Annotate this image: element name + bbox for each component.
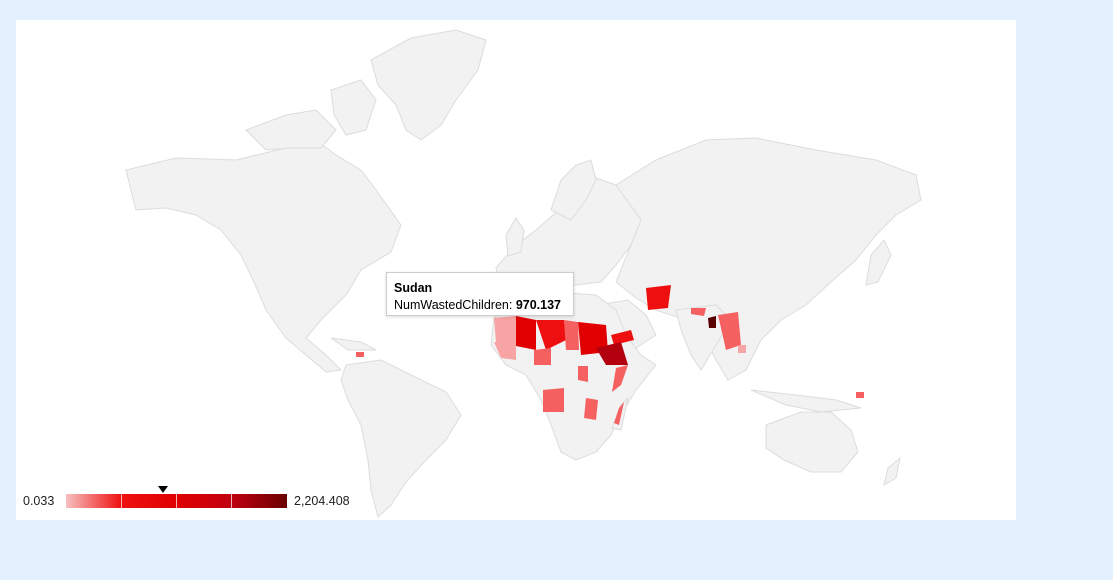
- land-greenland[interactable]: [370, 29, 487, 141]
- legend-min-label: 0.033: [23, 494, 55, 508]
- tooltip-metric-value: 970.137: [515, 298, 562, 312]
- land-cuba[interactable]: [330, 337, 377, 351]
- map-panel[interactable]: Sudan NumWastedChildren: 970.137 0.033 2…: [16, 20, 1016, 520]
- legend-max-label: 2,204.408: [294, 494, 350, 508]
- legend-tick: [231, 494, 232, 508]
- country-myanmar[interactable]: [718, 312, 741, 350]
- country-yemen[interactable]: [611, 330, 634, 345]
- tooltip: Sudan NumWastedChildren: 970.137: [386, 272, 574, 316]
- country-nepal[interactable]: [691, 308, 706, 316]
- tooltip-country: Sudan: [394, 281, 433, 295]
- land-india[interactable]: [675, 304, 732, 371]
- land-australia[interactable]: [765, 411, 859, 473]
- land-uk[interactable]: [505, 217, 525, 257]
- country-madagascar-data[interactable]: [614, 402, 624, 425]
- land-japan[interactable]: [865, 239, 892, 286]
- country-somalia[interactable]: [612, 365, 628, 392]
- land-south-america[interactable]: [340, 359, 462, 518]
- country-ethiopia[interactable]: [596, 342, 628, 365]
- country-afghanistan[interactable]: [646, 285, 671, 310]
- country-niger[interactable]: [536, 320, 566, 350]
- land-arctic-islands[interactable]: [245, 109, 337, 151]
- country-mauritania[interactable]: [494, 316, 516, 342]
- country-drc[interactable]: [543, 388, 564, 412]
- country-cameroon[interactable]: [578, 366, 588, 382]
- land-scandinavia[interactable]: [550, 159, 597, 221]
- country-pacific-islands[interactable]: [856, 392, 864, 398]
- country-tanzania[interactable]: [584, 398, 598, 420]
- legend-value-marker: [158, 486, 169, 493]
- country-sudan[interactable]: [578, 322, 608, 355]
- legend-gradient-bar: [66, 494, 287, 508]
- country-west-africa[interactable]: [494, 342, 516, 360]
- land-baffin[interactable]: [330, 79, 377, 136]
- land-north-america[interactable]: [125, 139, 402, 373]
- color-legend: 0.033 2,204.408: [16, 482, 376, 512]
- tooltip-metric: NumWastedChildren: 970.137: [394, 298, 573, 312]
- country-nigeria[interactable]: [534, 348, 551, 365]
- legend-tick: [121, 494, 122, 508]
- legend-tick: [176, 494, 177, 508]
- country-chad[interactable]: [564, 320, 579, 350]
- land-new-zealand[interactable]: [883, 456, 901, 487]
- world-map[interactable]: [16, 20, 1016, 520]
- land-se-asia[interactable]: [750, 389, 862, 413]
- country-cambodia[interactable]: [738, 345, 746, 353]
- country-mali[interactable]: [516, 316, 536, 350]
- country-bangladesh[interactable]: [708, 316, 716, 328]
- country-haiti[interactable]: [356, 352, 364, 357]
- tooltip-metric-label: NumWastedChildren:: [394, 298, 513, 312]
